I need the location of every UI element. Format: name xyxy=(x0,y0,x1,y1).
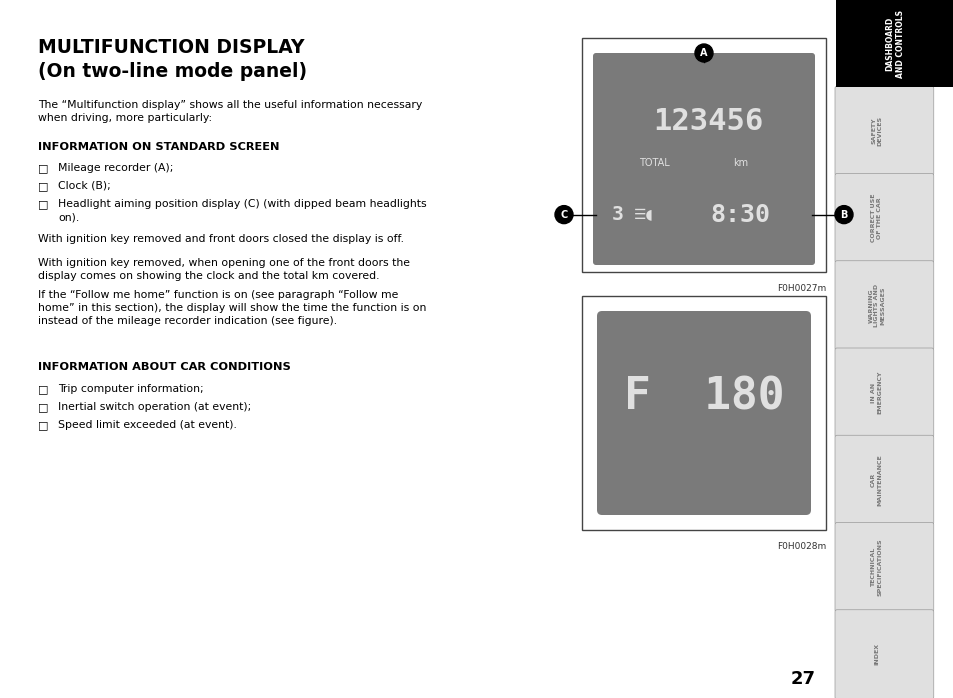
Bar xyxy=(835,0,953,87)
FancyBboxPatch shape xyxy=(834,87,933,175)
Text: IN AN
EMERGENCY: IN AN EMERGENCY xyxy=(870,371,882,415)
Text: CAR
MAINTENANCE: CAR MAINTENANCE xyxy=(870,454,882,506)
Circle shape xyxy=(834,206,852,223)
FancyBboxPatch shape xyxy=(834,174,933,262)
Text: TOTAL: TOTAL xyxy=(639,158,669,168)
Text: 8:30: 8:30 xyxy=(710,202,770,227)
FancyBboxPatch shape xyxy=(834,523,933,611)
Text: With ignition key removed and front doors closed the display is off.: With ignition key removed and front door… xyxy=(38,234,403,244)
Text: If the “Follow me home” function is on (see paragraph “Follow me
home” in this s: If the “Follow me home” function is on (… xyxy=(38,290,426,327)
Text: MULTIFUNCTION DISPLAY: MULTIFUNCTION DISPLAY xyxy=(38,38,304,57)
Text: Headlight aiming position display (C) (with dipped beam headlights
on).: Headlight aiming position display (C) (w… xyxy=(58,199,426,222)
Text: With ignition key removed, when opening one of the front doors the
display comes: With ignition key removed, when opening … xyxy=(38,258,410,281)
Text: INFORMATION ON STANDARD SCREEN: INFORMATION ON STANDARD SCREEN xyxy=(38,142,279,152)
FancyBboxPatch shape xyxy=(597,311,810,515)
Text: □: □ xyxy=(38,181,49,191)
Text: TECHNICAL
SPECIFICATIONS: TECHNICAL SPECIFICATIONS xyxy=(870,538,882,596)
Text: F0H0027m: F0H0027m xyxy=(776,284,825,293)
Text: □: □ xyxy=(38,420,49,430)
Text: 3: 3 xyxy=(611,205,623,224)
Text: km: km xyxy=(733,158,747,168)
Text: 123456: 123456 xyxy=(653,107,762,136)
Text: INFORMATION ABOUT CAR CONDITIONS: INFORMATION ABOUT CAR CONDITIONS xyxy=(38,362,291,372)
Circle shape xyxy=(555,206,573,223)
Text: □: □ xyxy=(38,199,49,209)
FancyBboxPatch shape xyxy=(834,348,933,437)
Text: ☰◖: ☰◖ xyxy=(633,207,653,222)
Text: □: □ xyxy=(38,402,49,412)
Text: (On two-line mode panel): (On two-line mode panel) xyxy=(38,62,307,81)
Text: 27: 27 xyxy=(790,670,815,688)
Text: The “Multifunction display” shows all the useful information necessary
when driv: The “Multifunction display” shows all th… xyxy=(38,100,422,124)
Text: Clock (B);: Clock (B); xyxy=(58,181,111,191)
Text: B: B xyxy=(840,209,847,220)
Text: F0H0028m: F0H0028m xyxy=(776,542,825,551)
Bar xyxy=(581,296,825,530)
Text: CORRECT USE
OF THE CAR: CORRECT USE OF THE CAR xyxy=(870,194,882,242)
Text: INDEX: INDEX xyxy=(873,644,879,665)
Text: Mileage recorder (A);: Mileage recorder (A); xyxy=(58,163,173,173)
FancyBboxPatch shape xyxy=(834,261,933,350)
Text: Inertial switch operation (at event);: Inertial switch operation (at event); xyxy=(58,402,251,412)
Circle shape xyxy=(695,44,712,62)
Text: F  180: F 180 xyxy=(623,376,783,419)
Text: A: A xyxy=(700,48,707,58)
FancyBboxPatch shape xyxy=(834,436,933,524)
Text: □: □ xyxy=(38,384,49,394)
Text: Speed limit exceeded (at event).: Speed limit exceeded (at event). xyxy=(58,420,236,430)
Text: DASHBOARD
AND CONTROLS: DASHBOARD AND CONTROLS xyxy=(884,10,903,77)
FancyBboxPatch shape xyxy=(834,610,933,698)
Text: □: □ xyxy=(38,163,49,173)
Text: Trip computer information;: Trip computer information; xyxy=(58,384,203,394)
Text: SAFETY
DEVICES: SAFETY DEVICES xyxy=(870,116,882,146)
Text: WARNING
LIGHTS AND
MESSAGES: WARNING LIGHTS AND MESSAGES xyxy=(867,284,884,327)
Bar xyxy=(581,38,825,272)
FancyBboxPatch shape xyxy=(593,53,814,265)
Text: C: C xyxy=(559,209,567,220)
